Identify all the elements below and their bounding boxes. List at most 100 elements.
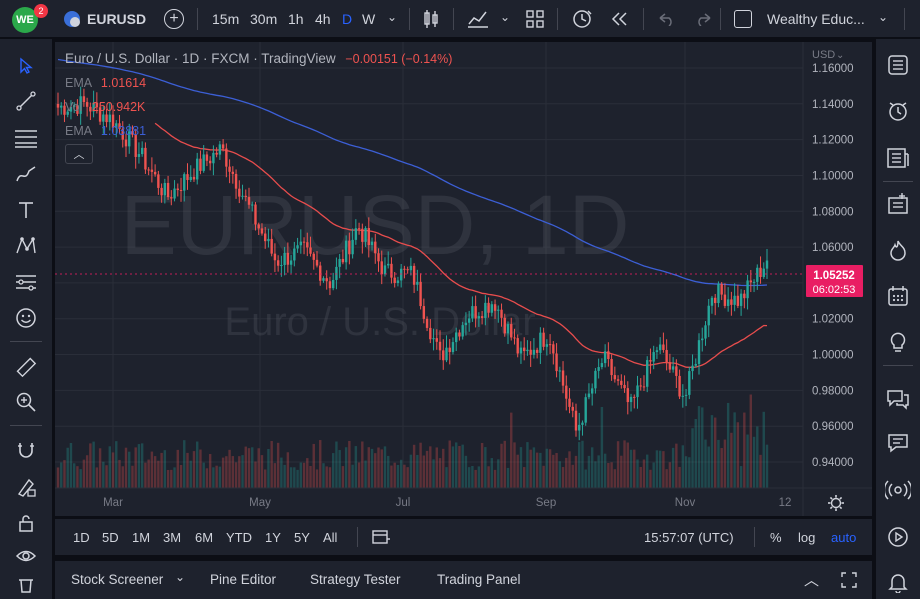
pattern-tool-icon[interactable]: [11, 231, 41, 261]
candle-body: [89, 106, 92, 112]
interval-w[interactable]: W: [362, 11, 376, 27]
legend-title[interactable]: Euro / U.S. Dollar · 1D · FXCM · Trading…: [65, 51, 336, 66]
volume-bar: [121, 466, 124, 488]
logo-avatar[interactable]: WE: [12, 7, 38, 33]
volume-bar: [506, 467, 510, 488]
news-icon[interactable]: [883, 143, 913, 173]
volume-bar: [584, 469, 587, 488]
notifications-bell-icon[interactable]: [883, 567, 913, 597]
range-all[interactable]: All: [323, 530, 338, 545]
delete-trash-icon[interactable]: [11, 569, 41, 599]
percent-scale-toggle[interactable]: %: [770, 530, 782, 545]
candle-body: [364, 228, 367, 242]
chats-icon[interactable]: [883, 384, 913, 414]
volume-bar: [500, 443, 503, 488]
candle-body: [247, 197, 251, 205]
candle-body: [714, 297, 717, 304]
zoom-in-icon[interactable]: [11, 387, 41, 417]
alerts-clock-icon[interactable]: [883, 96, 913, 126]
fib-retracement-icon[interactable]: [11, 123, 41, 153]
ideas-lightbulb-icon[interactable]: [883, 327, 913, 357]
hotlists-fire-icon[interactable]: [883, 235, 913, 265]
ema-fast-legend[interactable]: EMA 1.01614: [65, 76, 146, 90]
volume-legend[interactable]: Vol 250.942K: [65, 100, 145, 114]
layout-dropdown-icon[interactable]: ⌄: [878, 10, 889, 24]
lock-icon[interactable]: [11, 508, 41, 538]
interval-4h[interactable]: 4h: [315, 11, 331, 27]
add-list-icon[interactable]: [883, 189, 913, 219]
candle-body: [254, 204, 257, 225]
indicators-dropdown-icon[interactable]: ⌄: [500, 10, 511, 24]
auto-scale-toggle[interactable]: auto: [831, 530, 857, 545]
range-5y[interactable]: 5Y: [294, 530, 310, 545]
templates-grid-icon[interactable]: [526, 10, 544, 28]
layout-checkbox-icon[interactable]: [734, 10, 752, 28]
ema-fast-value: 1.01614: [100, 76, 147, 90]
range-1d[interactable]: 1D: [73, 530, 90, 545]
chart-settings-gear-icon[interactable]: [828, 495, 844, 511]
magnet-icon[interactable]: [11, 436, 41, 466]
layout-name[interactable]: Wealthy Educ...: [767, 11, 865, 27]
forecast-tool-icon[interactable]: [11, 267, 41, 297]
indicators-icon[interactable]: [467, 9, 489, 29]
interval-30m[interactable]: 30m: [250, 11, 278, 27]
candle-body: [374, 241, 377, 254]
volume-bar: [140, 443, 144, 488]
goto-date-icon[interactable]: [372, 529, 390, 545]
candle-body: [399, 268, 403, 281]
lock-drawings-icon[interactable]: [11, 472, 41, 502]
tab-strategy-tester[interactable]: Strategy Tester: [310, 572, 401, 587]
collapse-legend-button[interactable]: ︿: [65, 144, 93, 164]
range-5d[interactable]: 5D: [102, 530, 119, 545]
cursor-icon[interactable]: [11, 51, 41, 81]
alert-clock-icon[interactable]: [571, 8, 593, 30]
ruler-icon[interactable]: [11, 352, 41, 382]
replay-rewind-icon[interactable]: [610, 11, 630, 27]
symbol-search[interactable]: EURUSD: [64, 9, 146, 29]
price-chart[interactable]: EURUSD, 1D Euro / U.S. Dollar 1.160001.1…: [55, 42, 872, 516]
compare-add-icon[interactable]: +: [164, 9, 184, 29]
redo-icon[interactable]: [694, 12, 712, 26]
calls-play-icon[interactable]: [883, 522, 913, 552]
interval-dropdown-icon[interactable]: ⌄: [387, 10, 398, 24]
brush-icon[interactable]: [11, 159, 41, 189]
ema-slow-legend[interactable]: EMA 1.03881: [65, 124, 146, 138]
maximize-panel-icon[interactable]: [841, 572, 857, 588]
messages-icon[interactable]: [883, 428, 913, 458]
range-1m[interactable]: 1M: [132, 530, 151, 545]
range-3m[interactable]: 3M: [163, 530, 182, 545]
interval-1h[interactable]: 1h: [288, 11, 304, 27]
candle-body: [736, 295, 740, 306]
currency-label[interactable]: USD: [812, 49, 835, 61]
collapse-panel-chevron-icon[interactable]: ︿: [804, 572, 820, 589]
interval-15m[interactable]: 15m: [212, 11, 240, 27]
text-tool-icon[interactable]: [11, 195, 41, 225]
volume-bar: [510, 412, 513, 488]
currency-dropdown-icon[interactable]: ⌄: [836, 50, 844, 61]
time-tick-label: Nov: [675, 497, 696, 509]
range-ytd[interactable]: YTD: [226, 530, 252, 545]
visibility-eye-icon[interactable]: [11, 541, 41, 571]
volume-bar: [241, 455, 244, 488]
watchlist-icon[interactable]: [883, 50, 913, 80]
log-scale-toggle[interactable]: log: [798, 530, 816, 545]
emoji-icon[interactable]: [11, 303, 41, 333]
volume-bar: [196, 441, 199, 488]
candle-body: [723, 294, 727, 306]
tab-stock-screener[interactable]: Stock Screener: [71, 572, 164, 587]
tab-trading-panel[interactable]: Trading Panel: [437, 572, 521, 587]
undo-icon[interactable]: [658, 12, 676, 26]
calendar-icon[interactable]: [883, 281, 913, 311]
interval-d[interactable]: D: [342, 11, 353, 27]
candle-body: [613, 375, 617, 380]
candles-icon[interactable]: [422, 9, 440, 29]
streams-broadcast-icon[interactable]: [883, 475, 913, 505]
chart-pane[interactable]: EURUSD, 1D Euro / U.S. Dollar 1.16000 1.1…: [55, 42, 872, 516]
range-6m[interactable]: 6M: [195, 530, 214, 545]
stock-screener-dropdown-icon[interactable]: ⌄: [175, 570, 186, 584]
range-1y[interactable]: 1Y: [265, 530, 281, 545]
tab-pine-editor[interactable]: Pine Editor: [210, 572, 277, 587]
volume-bar: [458, 446, 461, 488]
utc-clock[interactable]: 15:57:07 (UTC): [644, 530, 734, 545]
trend-line-icon[interactable]: [11, 86, 41, 116]
